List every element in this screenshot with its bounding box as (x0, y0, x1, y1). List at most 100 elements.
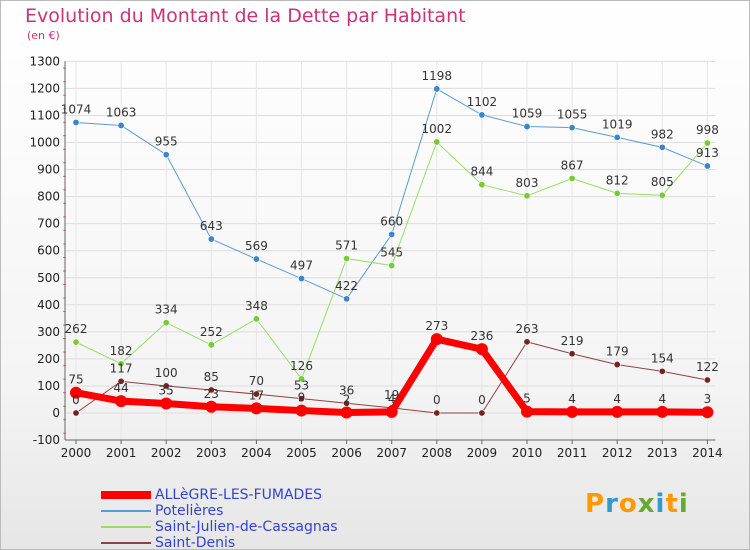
data-label: 4 (568, 392, 576, 406)
data-point (658, 191, 666, 199)
data-label: 273 (425, 319, 448, 333)
data-label: 2 (343, 392, 351, 406)
legend-item: ALLèGRE-LES-FUMADES (101, 487, 338, 503)
data-label: 4 (658, 392, 666, 406)
chart-title: Evolution du Montant de la Dette par Hab… (25, 5, 466, 27)
data-point (340, 406, 353, 419)
data-label: 53 (294, 379, 309, 393)
data-point (162, 151, 170, 159)
data-point (433, 138, 441, 146)
data-label: 126 (290, 359, 313, 373)
data-label: 236 (470, 329, 493, 343)
data-point (613, 361, 621, 369)
logo-letter: x (637, 489, 656, 519)
data-label: 569 (245, 239, 268, 253)
data-point (70, 386, 82, 399)
data-point (205, 400, 218, 413)
data-label: 913 (696, 146, 719, 160)
data-label: 4 (388, 392, 396, 406)
data-point (162, 319, 170, 327)
y-tick-label: 400 (37, 298, 60, 312)
data-point (568, 174, 576, 182)
x-tick-label: 2011 (557, 446, 588, 460)
data-label: 182 (110, 344, 133, 358)
y-tick-label: 200 (37, 352, 60, 366)
logo-letter: P (585, 489, 606, 519)
data-point (343, 255, 351, 263)
data-label: 219 (561, 334, 584, 348)
data-point (523, 338, 531, 346)
data-point (703, 139, 711, 147)
axis-layer: -100010020030040050060070080090010001100… (29, 54, 722, 460)
data-label: 1055 (557, 108, 588, 122)
data-label: 1198 (422, 69, 453, 83)
data-point (72, 118, 80, 126)
legend: ALLèGRE-LES-FUMADES Potelières Saint-Julie… (101, 487, 338, 549)
data-point (478, 111, 486, 119)
data-point (115, 395, 128, 408)
data-point (611, 405, 624, 418)
data-label: 35 (159, 384, 174, 398)
data-point (523, 192, 531, 200)
data-label: 1102 (467, 95, 498, 109)
data-point (701, 406, 714, 419)
data-label: 179 (606, 345, 629, 359)
logo-letter: r (605, 489, 619, 519)
data-point (613, 189, 621, 197)
data-point (250, 402, 263, 415)
data-label: 70 (249, 374, 264, 388)
y-tick-label: 1100 (29, 108, 60, 122)
data-point (656, 405, 669, 418)
data-point (252, 255, 260, 263)
logo-letter: o (618, 489, 638, 519)
logo-letter: i (678, 489, 689, 519)
data-label: 998 (696, 123, 719, 137)
x-tick-label: 2009 (467, 446, 498, 460)
data-point (703, 162, 711, 170)
data-point (207, 341, 215, 349)
legend-swatch (101, 526, 151, 528)
data-label: 1019 (602, 117, 633, 131)
data-label: 844 (470, 165, 493, 179)
data-label: 75 (68, 373, 83, 387)
data-label: 36 (339, 383, 354, 397)
legend-swatch (101, 491, 151, 499)
data-label: 571 (335, 239, 358, 253)
data-point (207, 386, 215, 394)
x-tick-label: 2007 (376, 446, 407, 460)
legend-swatch (101, 542, 151, 544)
data-point (433, 409, 441, 417)
data-label: 812 (606, 173, 629, 187)
x-tick-label: 2004 (241, 446, 272, 460)
legend-swatch (101, 510, 151, 512)
legend-label: Potelières (155, 503, 224, 519)
data-label: 3 (704, 392, 712, 406)
data-label: 0 (72, 393, 80, 407)
data-point (658, 367, 666, 375)
data-point (162, 382, 170, 390)
data-point (566, 405, 579, 418)
data-point (72, 338, 80, 346)
data-point (207, 235, 215, 243)
legend-label: ALLèGRE-LES-FUMADES (155, 487, 323, 503)
y-tick-label: 1200 (29, 81, 60, 95)
data-label: 545 (380, 246, 403, 260)
y-tick-label: 600 (37, 244, 60, 258)
data-label: 100 (155, 366, 178, 380)
data-label: 422 (335, 279, 358, 293)
series-layer (70, 85, 714, 419)
data-point (117, 360, 125, 368)
y-tick-label: 100 (37, 379, 60, 393)
data-label: 154 (651, 351, 674, 365)
y-tick-label: 0 (52, 406, 60, 420)
data-label: 660 (380, 214, 403, 228)
data-point (523, 123, 531, 131)
y-tick-label: -100 (33, 433, 60, 447)
data-label: 805 (651, 175, 674, 189)
data-point (117, 377, 125, 385)
data-point (388, 230, 396, 238)
data-label: 0 (478, 393, 486, 407)
x-tick-label: 2006 (331, 446, 362, 460)
